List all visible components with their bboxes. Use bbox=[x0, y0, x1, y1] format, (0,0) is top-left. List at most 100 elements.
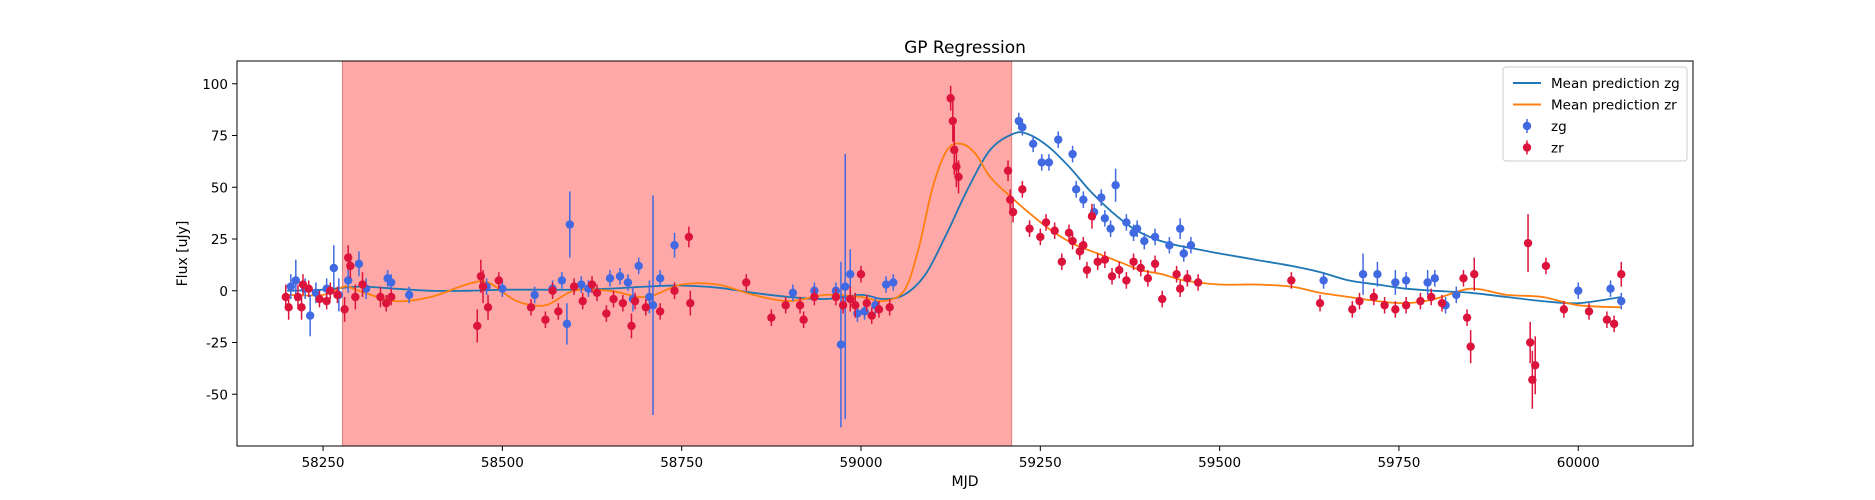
data-point-zr bbox=[548, 282, 557, 300]
data-point-zr bbox=[387, 288, 396, 306]
x-tick-label: 59000 bbox=[840, 455, 883, 471]
data-point-zg bbox=[1100, 210, 1110, 227]
data-point-zg bbox=[1358, 253, 1368, 295]
data-point-zg bbox=[1097, 189, 1106, 206]
shaded-region bbox=[342, 61, 1012, 446]
data-point-zg bbox=[1106, 220, 1115, 237]
data-point-zg bbox=[530, 286, 539, 304]
chart-title: GP Regression bbox=[904, 38, 1026, 58]
data-point-zr bbox=[767, 309, 776, 326]
legend-entry: Mean prediction zr bbox=[1513, 98, 1677, 114]
data-point-zr bbox=[862, 294, 871, 312]
data-point-zr bbox=[569, 278, 579, 295]
data-point-zg bbox=[1132, 220, 1142, 237]
y-tick-label: -25 bbox=[206, 336, 228, 352]
data-point-zg bbox=[1140, 232, 1149, 250]
data-point-zr bbox=[1470, 257, 1479, 291]
legend-label: Mean prediction zr bbox=[1551, 98, 1677, 114]
data-point-zr bbox=[304, 280, 313, 297]
data-point-zg bbox=[1111, 168, 1120, 202]
data-point-zr bbox=[1036, 228, 1045, 246]
data-point-zr bbox=[1617, 261, 1626, 287]
legend-entry: zg bbox=[1522, 119, 1567, 135]
data-point-zr bbox=[1584, 303, 1594, 320]
data-point-zr bbox=[1528, 350, 1537, 409]
data-point-zr bbox=[592, 284, 602, 302]
data-point-zr bbox=[627, 313, 636, 339]
data-point-zr bbox=[1150, 255, 1160, 273]
data-point-zr bbox=[1416, 292, 1425, 310]
data-point-zg bbox=[1401, 272, 1411, 289]
data-point-zr bbox=[1115, 261, 1124, 279]
data-point-zr bbox=[846, 286, 855, 312]
data-point-zr bbox=[1401, 296, 1411, 314]
data-point-zg bbox=[354, 251, 364, 277]
data-point-zr bbox=[1348, 301, 1357, 318]
data-point-zr bbox=[1525, 321, 1535, 364]
data-points-layer bbox=[281, 85, 1626, 428]
data-point-zg bbox=[1175, 218, 1185, 240]
data-point-zr bbox=[340, 296, 349, 322]
data-point-zr bbox=[799, 311, 808, 329]
y-tick-label: 25 bbox=[211, 232, 228, 248]
data-point-zg bbox=[1186, 236, 1196, 254]
data-point-zr bbox=[333, 286, 342, 304]
data-point-zr bbox=[1064, 224, 1074, 242]
data-point-zr bbox=[1437, 294, 1447, 312]
data-point-zr bbox=[1462, 309, 1472, 326]
data-point-zr bbox=[874, 301, 884, 318]
data-point-zr bbox=[1602, 311, 1612, 329]
data-point-zr bbox=[1175, 280, 1185, 297]
data-point-zr bbox=[1079, 236, 1088, 254]
data-point-zr bbox=[1041, 214, 1051, 231]
data-point-zr bbox=[284, 294, 293, 320]
mean-prediction-line-zr bbox=[287, 142, 1622, 309]
y-axis-title: Flux [uJy] bbox=[175, 221, 191, 287]
data-point-zg bbox=[1574, 282, 1583, 300]
data-point-zr bbox=[578, 292, 587, 310]
data-point-zr bbox=[1466, 330, 1475, 364]
data-point-zr bbox=[1008, 201, 1018, 223]
data-point-zr bbox=[948, 100, 958, 142]
data-point-zg bbox=[670, 232, 679, 258]
data-point-zg bbox=[1054, 131, 1063, 148]
data-point-zg bbox=[1079, 191, 1088, 208]
y-tick-label: 50 bbox=[211, 180, 228, 196]
x-tick-label: 60000 bbox=[1557, 455, 1600, 471]
data-point-zr bbox=[326, 282, 335, 300]
data-point-zr bbox=[1057, 253, 1067, 271]
data-point-zg bbox=[889, 274, 898, 291]
data-point-zr bbox=[1172, 265, 1181, 283]
data-point-zg bbox=[615, 267, 625, 285]
data-point-zr bbox=[795, 296, 805, 314]
data-point-zg bbox=[577, 276, 586, 293]
data-point-zr bbox=[1136, 259, 1145, 277]
legend-label: Mean prediction zg bbox=[1551, 76, 1680, 92]
data-point-zr bbox=[742, 274, 751, 291]
data-point-zr bbox=[954, 160, 963, 194]
data-point-zg bbox=[498, 280, 507, 297]
x-tick-label: 58500 bbox=[481, 455, 524, 471]
x-tick-label: 58750 bbox=[660, 455, 703, 471]
data-point-zr bbox=[810, 288, 819, 306]
data-point-zr bbox=[1193, 274, 1203, 291]
data-point-zg bbox=[562, 303, 572, 345]
data-point-zr bbox=[1541, 257, 1551, 275]
shaded-region-layer bbox=[341, 61, 1013, 446]
data-point-zg bbox=[1071, 181, 1081, 198]
data-point-zr bbox=[494, 272, 503, 289]
data-point-zg bbox=[1150, 228, 1160, 246]
data-point-zg bbox=[1606, 280, 1615, 297]
data-point-zr bbox=[351, 284, 360, 310]
legend-label: zg bbox=[1551, 119, 1567, 135]
data-point-zr bbox=[358, 272, 367, 297]
data-point-zr bbox=[1107, 267, 1117, 285]
data-point-zg bbox=[305, 294, 315, 337]
legend-label: zr bbox=[1551, 141, 1564, 157]
data-point-zr bbox=[1068, 232, 1077, 250]
data-point-zr bbox=[587, 276, 597, 293]
data-point-zg bbox=[1028, 135, 1038, 153]
legend-entry: Mean prediction zg bbox=[1513, 76, 1680, 92]
